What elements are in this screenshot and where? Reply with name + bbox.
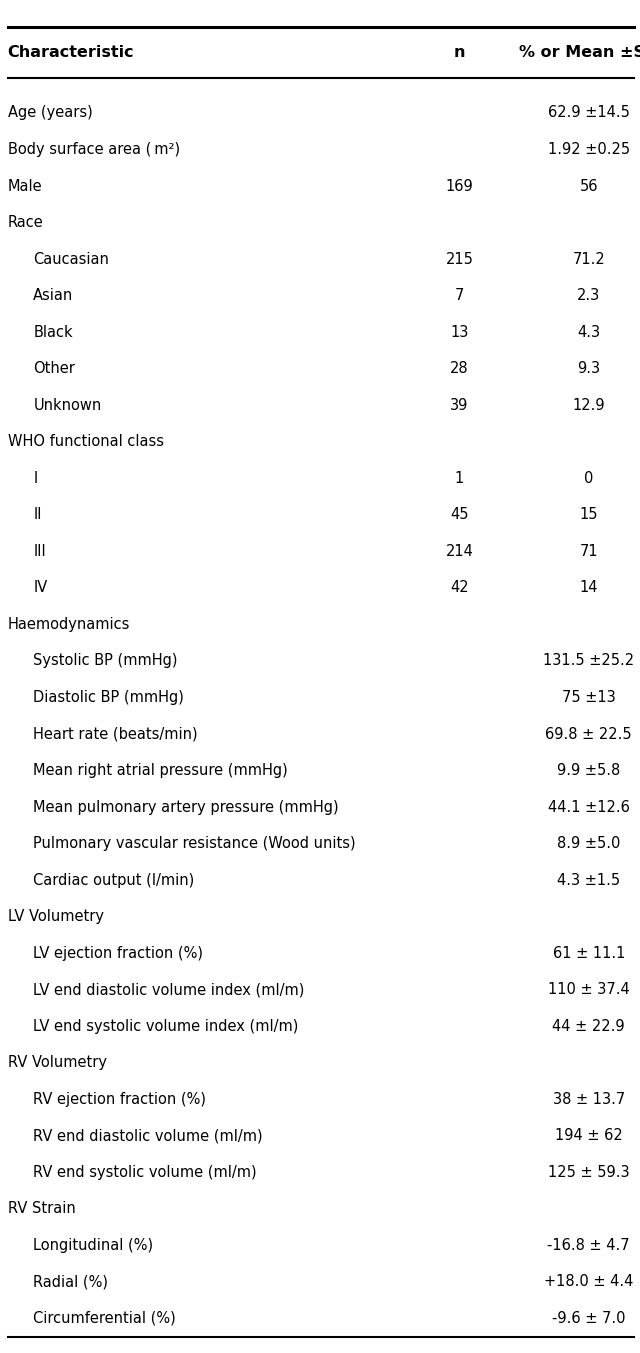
Text: I: I xyxy=(33,471,38,486)
Text: Race: Race xyxy=(8,215,44,230)
Text: Radial (%): Radial (%) xyxy=(33,1275,108,1289)
Text: 15: 15 xyxy=(580,507,598,522)
Text: 8.9 ±5.0: 8.9 ±5.0 xyxy=(557,836,621,851)
Text: Pulmonary vascular resistance (Wood units): Pulmonary vascular resistance (Wood unit… xyxy=(33,836,356,851)
Text: 69.8 ± 22.5: 69.8 ± 22.5 xyxy=(545,727,632,741)
Text: 13: 13 xyxy=(451,325,468,340)
Text: 4.3 ±1.5: 4.3 ±1.5 xyxy=(557,873,620,888)
Text: RV Volumetry: RV Volumetry xyxy=(8,1055,107,1070)
Text: III: III xyxy=(33,544,46,559)
Text: Male: Male xyxy=(8,179,42,193)
Text: Characteristic: Characteristic xyxy=(8,45,134,61)
Text: -16.8 ± 4.7: -16.8 ± 4.7 xyxy=(547,1238,630,1253)
Text: 1: 1 xyxy=(455,471,464,486)
Text: 0: 0 xyxy=(584,471,593,486)
Text: RV Strain: RV Strain xyxy=(8,1201,76,1216)
Text: RV ejection fraction (%): RV ejection fraction (%) xyxy=(33,1092,206,1107)
Text: % or Mean ±SD: % or Mean ±SD xyxy=(519,45,640,61)
Text: Longitudinal (%): Longitudinal (%) xyxy=(33,1238,154,1253)
Text: 9.9 ±5.8: 9.9 ±5.8 xyxy=(557,763,620,778)
Text: 12.9: 12.9 xyxy=(573,398,605,413)
Text: 38 ± 13.7: 38 ± 13.7 xyxy=(553,1092,625,1107)
Text: 44 ± 22.9: 44 ± 22.9 xyxy=(552,1019,625,1034)
Text: Body surface area ( m²): Body surface area ( m²) xyxy=(8,142,180,157)
Text: Circumferential (%): Circumferential (%) xyxy=(33,1311,176,1326)
Text: 2.3: 2.3 xyxy=(577,288,600,303)
Text: LV end diastolic volume index (ml/m): LV end diastolic volume index (ml/m) xyxy=(33,982,305,997)
Text: Unknown: Unknown xyxy=(33,398,102,413)
Text: II: II xyxy=(33,507,42,522)
Text: 4.3: 4.3 xyxy=(577,325,600,340)
Text: Mean pulmonary artery pressure (mmHg): Mean pulmonary artery pressure (mmHg) xyxy=(33,800,339,815)
Text: IV: IV xyxy=(33,580,47,595)
Text: 7: 7 xyxy=(455,288,464,303)
Text: RV end systolic volume (ml/m): RV end systolic volume (ml/m) xyxy=(33,1165,257,1180)
Text: 62.9 ±14.5: 62.9 ±14.5 xyxy=(548,106,630,120)
Text: 44.1 ±12.6: 44.1 ±12.6 xyxy=(548,800,630,815)
Text: 169: 169 xyxy=(445,179,474,193)
Text: 131.5 ±25.2: 131.5 ±25.2 xyxy=(543,653,634,668)
Text: 71: 71 xyxy=(579,544,598,559)
Text: Caucasian: Caucasian xyxy=(33,252,109,267)
Text: -9.6 ± 7.0: -9.6 ± 7.0 xyxy=(552,1311,625,1326)
Text: Heart rate (beats/min): Heart rate (beats/min) xyxy=(33,727,198,741)
Text: 39: 39 xyxy=(451,398,468,413)
Text: 110 ± 37.4: 110 ± 37.4 xyxy=(548,982,630,997)
Text: 28: 28 xyxy=(450,361,469,376)
Text: LV Volumetry: LV Volumetry xyxy=(8,909,104,924)
Text: 71.2: 71.2 xyxy=(572,252,605,267)
Text: 45: 45 xyxy=(451,507,468,522)
Text: Black: Black xyxy=(33,325,73,340)
Text: 125 ± 59.3: 125 ± 59.3 xyxy=(548,1165,630,1180)
Text: Asian: Asian xyxy=(33,288,74,303)
Text: 214: 214 xyxy=(445,544,474,559)
Text: 56: 56 xyxy=(580,179,598,193)
Text: Haemodynamics: Haemodynamics xyxy=(8,617,130,632)
Text: 42: 42 xyxy=(450,580,469,595)
Text: RV end diastolic volume (ml/m): RV end diastolic volume (ml/m) xyxy=(33,1128,263,1143)
Text: n: n xyxy=(454,45,465,61)
Text: LV end systolic volume index (ml/m): LV end systolic volume index (ml/m) xyxy=(33,1019,299,1034)
Text: 61 ± 11.1: 61 ± 11.1 xyxy=(552,946,625,961)
Text: Age (years): Age (years) xyxy=(8,106,92,120)
Text: Mean right atrial pressure (mmHg): Mean right atrial pressure (mmHg) xyxy=(33,763,288,778)
Text: 194 ± 62: 194 ± 62 xyxy=(555,1128,623,1143)
Text: 9.3: 9.3 xyxy=(577,361,600,376)
Text: LV ejection fraction (%): LV ejection fraction (%) xyxy=(33,946,204,961)
Text: WHO functional class: WHO functional class xyxy=(8,434,164,449)
Text: Cardiac output (l/min): Cardiac output (l/min) xyxy=(33,873,195,888)
Text: 215: 215 xyxy=(445,252,474,267)
Text: +18.0 ± 4.4: +18.0 ± 4.4 xyxy=(544,1275,634,1289)
Text: 1.92 ±0.25: 1.92 ±0.25 xyxy=(548,142,630,157)
Text: Systolic BP (mmHg): Systolic BP (mmHg) xyxy=(33,653,178,668)
Text: Other: Other xyxy=(33,361,75,376)
Text: 75 ±13: 75 ±13 xyxy=(562,690,616,705)
Text: Diastolic BP (mmHg): Diastolic BP (mmHg) xyxy=(33,690,184,705)
Text: 14: 14 xyxy=(580,580,598,595)
